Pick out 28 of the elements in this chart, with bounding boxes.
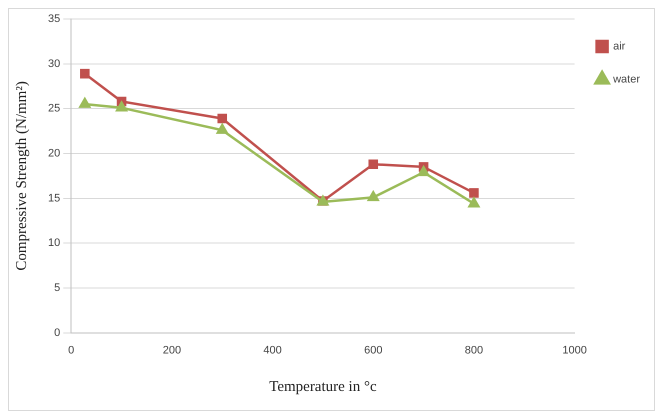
point xyxy=(80,68,90,78)
point xyxy=(116,102,128,112)
x-tick-label: 200 xyxy=(162,344,182,356)
x-tick-label: 600 xyxy=(364,344,382,356)
y-tick-label: 15 xyxy=(48,192,60,204)
x-tick-label: 800 xyxy=(464,344,484,356)
y-tick-label: 10 xyxy=(48,237,60,250)
y-tick-label: 30 xyxy=(48,58,60,70)
point xyxy=(468,197,480,208)
point xyxy=(79,98,90,108)
y-tick-label: 0 xyxy=(54,326,60,339)
x-axis-title: Temperature in °c xyxy=(269,378,377,395)
x-tick-label: 0 xyxy=(68,344,74,356)
point xyxy=(368,159,378,170)
y-tick-label: 35 xyxy=(48,13,60,26)
y-axis-title: Compressive Strength (N/mm²) xyxy=(14,81,30,271)
x-tick-label: 400 xyxy=(263,344,282,356)
y-tick-label: 25 xyxy=(48,102,60,115)
legend-label: water xyxy=(612,74,640,86)
point xyxy=(368,191,379,202)
point xyxy=(216,124,228,134)
point xyxy=(418,166,430,176)
point xyxy=(217,114,228,124)
legend-label: air xyxy=(613,40,626,53)
point xyxy=(469,188,479,198)
y-tick-label: 20 xyxy=(48,148,60,160)
x-tick-label: 1000 xyxy=(562,344,587,356)
y-tick-label: 5 xyxy=(54,282,60,294)
